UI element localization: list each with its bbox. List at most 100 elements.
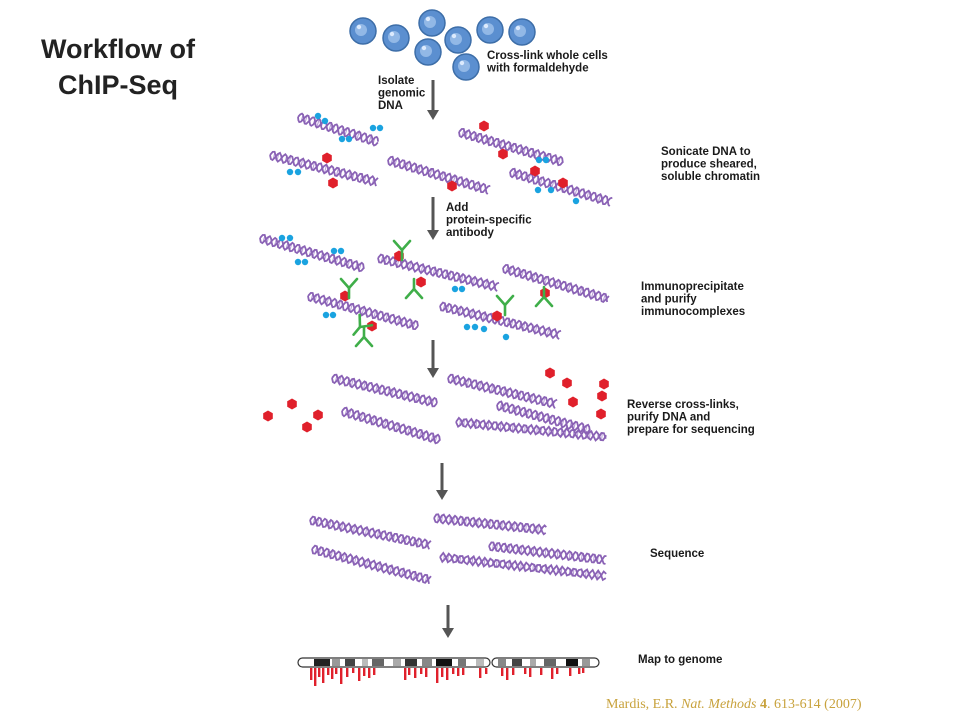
step-label-reverse: Reverse cross-links, purify DNA and prepar… (627, 399, 755, 436)
step-label-immunoprecipitate: Immunoprecipitate and purify immunocomplex… (641, 281, 745, 318)
title-line-1: Workflow of (41, 34, 195, 64)
down-arrow-icon (442, 605, 454, 638)
antibody-icon (354, 325, 374, 348)
dna-helix-icon (447, 373, 558, 409)
protein-dot-icon (562, 377, 572, 389)
step-label-sequence: Sequence (650, 548, 704, 560)
protein-dot-icon (328, 177, 338, 189)
dna-helix-icon (387, 155, 491, 195)
step-label-map: Map to genome (638, 654, 722, 666)
step-labels-group: Cross-link whole cells with formaldehyde I… (378, 50, 760, 666)
title-line-2: ChIP-Seq (57, 69, 178, 100)
antibody-icon (404, 277, 424, 300)
protein-dot-icon (369, 124, 377, 132)
dna-helix-icon (377, 253, 500, 292)
protein-dot-icon (321, 117, 329, 125)
page-title: Workflow of ChIP-Seq (18, 32, 218, 103)
protein-dot-icon (286, 234, 294, 242)
dna-helix-icon (488, 541, 607, 565)
dna-helix-icon (455, 416, 607, 442)
protein-dot-icon (463, 323, 471, 331)
protein-dot-icon (338, 135, 346, 143)
antibody-icon (495, 294, 515, 317)
cell-icon (418, 9, 446, 37)
protein-dot-icon (502, 333, 510, 341)
citation: Mardis, E.R. Nat. Methods 4. 613-614 (20… (606, 697, 862, 713)
genome-map-group (297, 657, 600, 686)
cell-icon (508, 18, 536, 46)
protein-dot-icon (458, 285, 466, 293)
protein-dot-icon (479, 120, 489, 132)
protein-dot-icon (597, 390, 607, 402)
dna-helix-icon (331, 373, 438, 408)
protein-dot-icon (416, 276, 426, 288)
down-arrow-icon (427, 197, 439, 240)
protein-dot-icon (492, 310, 502, 322)
arrows-group (427, 80, 454, 638)
protein-dot-icon (558, 177, 568, 189)
dna-fragments-group (259, 112, 613, 584)
protein-dot-icon (314, 112, 322, 120)
antibody-icon (392, 239, 412, 262)
protein-dot-icon (471, 323, 479, 331)
antibody-icon (352, 313, 374, 336)
protein-dot-icon (534, 186, 542, 194)
protein-dot-icon (545, 367, 555, 379)
protein-dot-icon (322, 152, 332, 164)
dna-helix-icon (439, 301, 562, 340)
protein-dot-icon (596, 408, 606, 420)
protein-dot-icon (599, 378, 609, 390)
cell-icon (414, 38, 442, 66)
dna-helix-icon (433, 513, 547, 536)
antibody-icon (339, 277, 359, 300)
dna-helix-icon (307, 291, 419, 331)
step-label-antibody: Add protein-specific antibody (446, 202, 532, 239)
cells-group (349, 9, 536, 81)
step-label-sonicate: Sonicate DNA to produce sheared, soluble c… (661, 146, 760, 183)
down-arrow-icon (427, 80, 439, 120)
protein-dot-icon (340, 290, 350, 302)
protein-dot-icon (329, 311, 337, 319)
down-arrow-icon (427, 340, 439, 378)
protein-dot-icon (322, 311, 330, 319)
antibody-icon (534, 285, 554, 308)
antibodies-group (339, 239, 554, 348)
citation-journal: Nat. Methods (681, 697, 757, 712)
protein-dot-icon (447, 180, 457, 192)
step-label-crosslink: Cross-link whole cells with formaldehyde (486, 50, 608, 75)
cell-icon (382, 24, 410, 52)
protein-dot-icon (542, 156, 550, 164)
dna-helix-icon (496, 400, 591, 435)
protein-dot-icon (286, 168, 294, 176)
dna-helix-icon (297, 112, 379, 147)
dna-helix-icon (502, 264, 610, 303)
citation-authors: Mardis, E.R. (606, 697, 678, 712)
dna-helix-icon (309, 515, 432, 550)
protein-dot-icon (301, 258, 309, 266)
step-label-isolate: Isolate genomic DNA (378, 75, 426, 112)
protein-dot-icon (294, 168, 302, 176)
protein-dot-icon (480, 325, 488, 333)
down-arrow-icon (436, 463, 448, 500)
cell-icon (349, 17, 377, 45)
protein-dot-icon (376, 124, 384, 132)
citation-volume: 4 (760, 697, 768, 712)
protein-dot-icon (302, 421, 312, 433)
cell-icon (476, 16, 504, 44)
dna-helix-icon (259, 233, 365, 273)
protein-dot-icon (535, 156, 543, 164)
cell-icon (444, 26, 472, 54)
cell-icon (452, 53, 480, 81)
protein-dot-icon (530, 165, 540, 177)
protein-dot-icon (330, 247, 338, 255)
protein-dot-icon (345, 135, 353, 143)
dna-helix-icon (311, 544, 432, 584)
protein-dot-icon (294, 258, 302, 266)
protein-dot-icon (568, 396, 578, 408)
dna-helix-icon (509, 167, 613, 207)
protein-dot-icon (451, 285, 459, 293)
protein-dot-icon (263, 410, 273, 422)
dna-helix-icon (269, 150, 379, 187)
protein-dot-icon (547, 186, 555, 194)
